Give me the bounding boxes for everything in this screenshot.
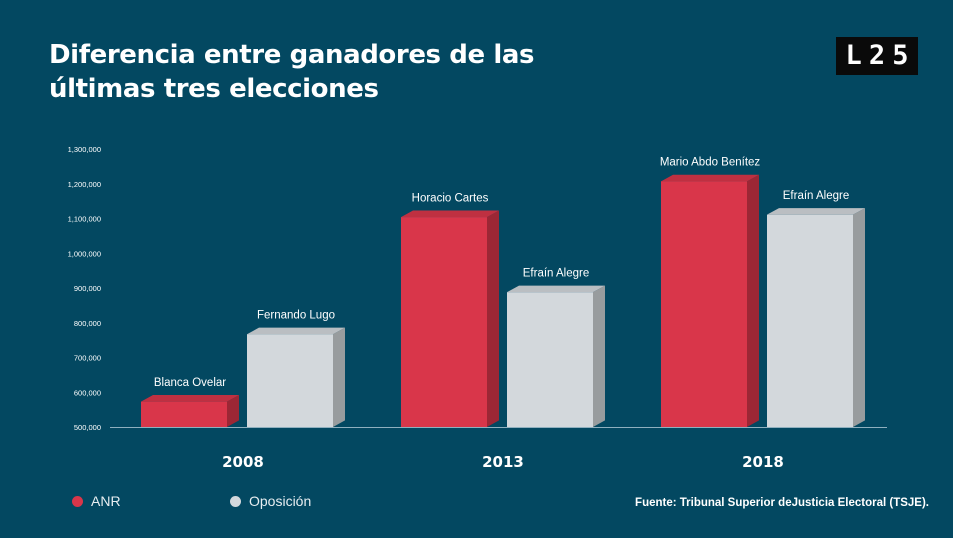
legend-swatch-anr [72,495,83,507]
legend-label-oposicion: Oposición [249,493,312,509]
bar-data-label: Mario Abdo Benítez [660,157,761,169]
y-tick-label: 800,000 [74,319,101,328]
bar-side-anr-2008 [227,395,239,427]
y-tick-label: 1,100,000 [68,215,101,224]
bar-top-anr-2018 [661,174,759,182]
logo-char-5: 5 [892,40,909,71]
logo-char-2: 2 [868,40,886,71]
bar-data-label: Efraín Alegre [523,268,589,280]
l25-logo: L 2 5 [836,37,918,75]
bar-anr-2018 [661,181,747,427]
bar-side-anr-2013 [487,210,499,427]
title-line-2: últimas tres elecciones [49,74,379,104]
bar-anr-2008 [141,401,227,427]
bar-top-anr-2008 [141,395,239,402]
bar-oposicin-2018 [767,214,853,427]
bar-data-label: Blanca Ovelar [154,377,226,389]
bar-top-oposicin-2008 [247,327,345,335]
y-tick-label: 1,200,000 [68,180,101,189]
y-tick-label: 600,000 [74,388,101,397]
bar-oposicin-2013 [507,292,593,427]
title-line-1: Diferencia entre ganadores de las [49,40,535,70]
bar-oposicin-2008 [247,334,333,427]
y-tick-label: 500,000 [74,423,101,432]
bar-data-label: Horacio Cartes [412,193,489,205]
x-tick-label: 2008 [222,453,264,471]
x-tick-label: 2018 [742,453,784,471]
y-tick-label: 700,000 [74,354,101,363]
bar-side-anr-2018 [747,174,759,427]
bar-anr-2013 [401,217,487,427]
y-tick-label: 900,000 [74,284,101,293]
bar-data-label: Efraín Alegre [783,190,849,202]
legend-label-anr: ANR [91,493,121,509]
bar-data-label: Fernando Lugo [257,310,335,322]
legend-item-anr: ANR [72,493,121,509]
chart-title: Diferencia entre ganadores de las última… [49,38,569,106]
logo-char-l: L [845,40,862,71]
bar-top-oposicin-2013 [507,285,605,293]
y-tick-label: 1,000,000 [68,249,101,258]
bar-side-oposicin-2013 [593,285,605,427]
bar-top-anr-2013 [401,210,499,218]
bar-side-oposicin-2008 [333,327,345,427]
legend-item-oposicion: Oposición [230,493,311,509]
x-tick-label: 2013 [482,453,524,471]
bar-top-oposicin-2018 [767,208,865,215]
legend-swatch-oposicion [230,495,241,507]
bar-side-oposicin-2018 [853,208,865,427]
source-note: Fuente: Tribunal Superior deJusticia Ele… [635,497,929,509]
y-tick-label: 1,300,000 [68,145,101,154]
